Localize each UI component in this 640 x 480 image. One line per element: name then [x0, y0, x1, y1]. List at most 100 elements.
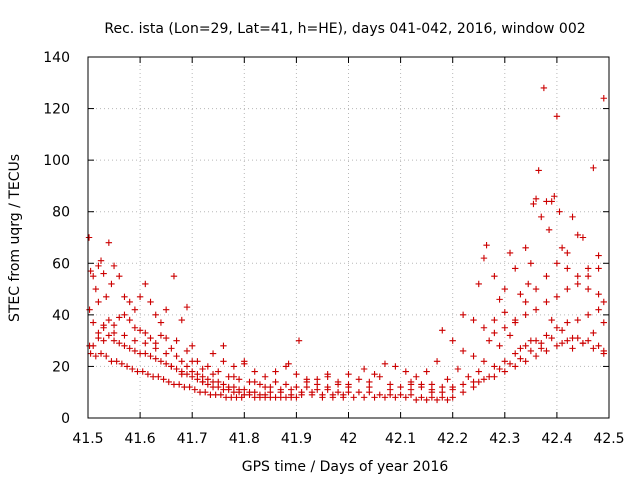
data-point: [595, 265, 602, 272]
data-point: [530, 200, 537, 208]
data-point: [110, 337, 118, 344]
data-point: [569, 345, 576, 352]
data-point: [517, 345, 524, 352]
y-tick-label: 0: [61, 411, 70, 427]
data-point: [157, 319, 165, 326]
data-point: [512, 319, 519, 326]
data-point: [556, 208, 563, 215]
data-point: [506, 360, 514, 368]
data-point: [496, 296, 503, 303]
data-point: [449, 383, 456, 391]
data-point: [230, 373, 238, 380]
data-point: [345, 381, 352, 388]
data-point: [90, 319, 97, 326]
data-point: [439, 327, 446, 334]
y-axis-label: STEC from uqrg / TECUs: [7, 154, 23, 322]
data-point: [397, 383, 404, 391]
data-point: [121, 342, 128, 349]
data-point: [371, 370, 378, 378]
data-point: [540, 84, 548, 92]
data-point: [501, 368, 508, 375]
data-point: [350, 394, 357, 401]
data-point: [491, 272, 498, 280]
data-point: [173, 337, 180, 344]
data-point: [136, 293, 144, 301]
data-point: [527, 337, 535, 344]
data-point: [600, 319, 607, 326]
data-point: [100, 337, 107, 344]
data-point: [402, 394, 410, 401]
data-point: [564, 265, 571, 272]
data-point: [235, 376, 243, 383]
data-point: [246, 391, 253, 398]
data-point: [459, 347, 467, 355]
data-point: [470, 316, 477, 324]
data-point: [590, 345, 597, 352]
data-point: [459, 389, 467, 396]
data-point: [444, 396, 451, 404]
x-tick-label: 41.8: [229, 431, 260, 447]
data-point: [491, 316, 498, 324]
data-point: [256, 381, 264, 388]
data-point: [162, 350, 170, 357]
data-point: [392, 394, 399, 401]
data-point: [95, 262, 102, 270]
data-point: [397, 391, 404, 398]
data-point: [501, 358, 508, 365]
data-point: [118, 360, 126, 368]
data-point: [152, 355, 159, 362]
data-point: [532, 285, 540, 293]
data-point: [574, 280, 581, 288]
data-point: [235, 389, 243, 396]
data-point: [100, 270, 107, 277]
data-point: [272, 368, 279, 375]
data-point: [553, 342, 561, 349]
grid: [88, 57, 609, 418]
data-point: [293, 394, 300, 401]
data-point: [183, 303, 191, 311]
data-point: [433, 396, 441, 404]
data-point: [217, 391, 225, 398]
data-point: [496, 342, 503, 349]
data-point: [139, 368, 146, 375]
data-point: [152, 345, 159, 352]
x-tick-label: 42.2: [437, 431, 468, 447]
data-point: [522, 342, 529, 349]
data-point: [459, 311, 467, 319]
data-point: [162, 306, 170, 313]
data-point: [170, 272, 178, 280]
x-tick-label: 42.3: [489, 431, 520, 447]
data-point: [105, 332, 113, 339]
data-point: [126, 345, 133, 352]
data-point: [155, 373, 162, 380]
data-point: [512, 363, 519, 370]
data-point: [345, 370, 352, 378]
x-tick-label: 41.6: [125, 431, 156, 447]
data-point: [215, 383, 222, 391]
data-point: [444, 376, 451, 383]
data-point: [90, 342, 97, 349]
y-tick-label: 80: [52, 205, 70, 221]
data-point: [512, 350, 519, 357]
data-point: [199, 365, 206, 373]
data-point: [506, 249, 514, 257]
data-point: [238, 394, 245, 401]
data-point: [423, 368, 430, 375]
data-point: [584, 337, 592, 344]
data-point: [131, 324, 139, 331]
x-tick-label: 42: [340, 431, 358, 447]
data-point: [199, 378, 206, 386]
data-point: [220, 358, 227, 365]
data-point: [483, 242, 490, 249]
data-point: [485, 373, 493, 380]
data-point: [85, 234, 93, 241]
data-point: [251, 368, 258, 375]
data-point: [470, 378, 477, 386]
y-tick-label: 140: [43, 50, 70, 66]
data-point: [162, 334, 170, 342]
data-point: [595, 306, 602, 313]
data-point: [314, 376, 321, 383]
data-point: [360, 365, 368, 373]
data-point: [144, 370, 152, 378]
data-point: [298, 391, 305, 398]
